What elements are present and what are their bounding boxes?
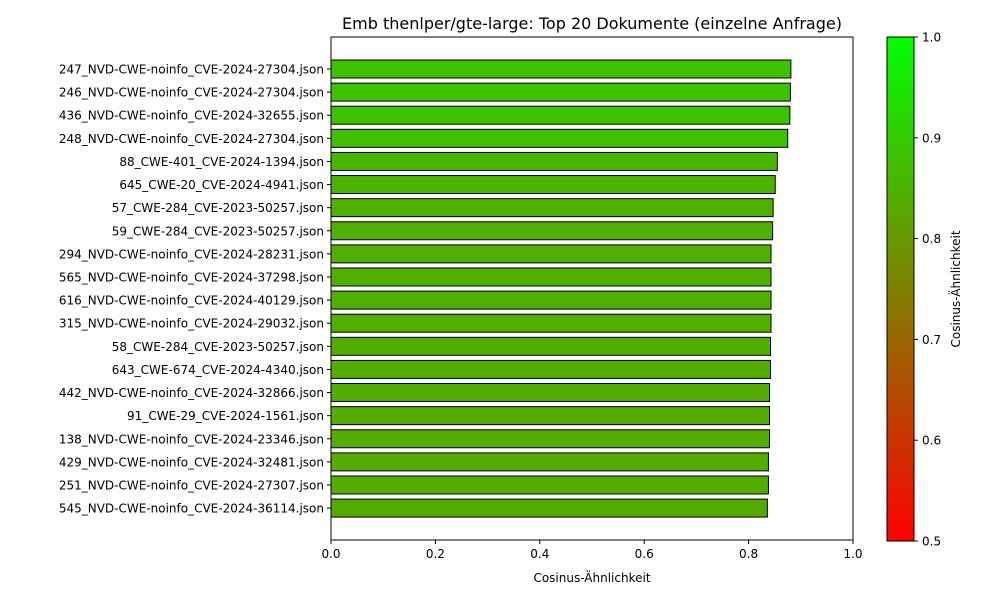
x-axis-label: Cosinus-Ähnlichkeit: [533, 570, 650, 585]
x-tick-label: 0.4: [530, 547, 549, 561]
bar: [330, 221, 774, 241]
x-tick-label: 1.0: [843, 547, 862, 561]
y-tick-label: 246_NVD-CWE-noinfo_CVE-2024-27304.json: [59, 86, 324, 100]
colorbar-ticks: 0.5 0.6 0.7 0.8 0.9 1.0: [914, 31, 941, 549]
y-tick-label: 247_NVD-CWE-noinfo_CVE-2024-27304.json: [59, 63, 324, 77]
bar: [330, 82, 791, 102]
bar: [330, 452, 769, 472]
bar: [330, 498, 768, 518]
colorbar-tick-label: 0.9: [922, 131, 941, 145]
x-tick-label: 0.2: [426, 547, 445, 561]
y-tick-label: 545_NVD-CWE-noinfo_CVE-2024-36114.json: [59, 502, 324, 516]
y-tick-label: 138_NVD-CWE-noinfo_CVE-2024-23346.json: [59, 432, 324, 446]
y-tick-label: 294_NVD-CWE-noinfo_CVE-2024-28231.json: [59, 247, 324, 261]
bar: [330, 59, 792, 79]
colorbar-label: Cosinus-Ähnlichkeit: [948, 230, 963, 347]
colorbar-tick-label: 0.7: [922, 333, 941, 347]
y-tick-label: 248_NVD-CWE-noinfo_CVE-2024-27304.json: [59, 132, 324, 146]
plot-frame: [330, 36, 854, 541]
bar: [330, 429, 770, 449]
y-tick-label: 58_CWE-284_CVE-2023-50257.json: [112, 340, 324, 354]
bar: [330, 244, 772, 264]
bars-layer: [330, 59, 792, 518]
colorbar-gradient: [886, 36, 915, 542]
bar: [330, 267, 772, 287]
bar: [330, 151, 778, 171]
bar: [330, 198, 774, 218]
bar: [330, 105, 791, 125]
colorbar-tick-label: 0.6: [922, 434, 941, 448]
y-tick-label: 565_NVD-CWE-noinfo_CVE-2024-37298.json: [59, 270, 324, 284]
y-tick-label: 643_CWE-674_CVE-2024-4340.json: [112, 363, 324, 377]
bar: [330, 175, 776, 195]
y-tick-label: 315_NVD-CWE-noinfo_CVE-2024-29032.json: [59, 317, 324, 331]
colorbar-tick-label: 0.5: [922, 535, 941, 549]
y-tick-label: 436_NVD-CWE-noinfo_CVE-2024-32655.json: [59, 109, 324, 123]
colorbar-tick-label: 0.8: [922, 232, 941, 246]
x-tick-label: 0.0: [321, 547, 340, 561]
x-tick-label: 0.8: [739, 547, 758, 561]
y-tick-label: 91_CWE-29_CVE-2024-1561.json: [127, 409, 324, 423]
bar: [330, 290, 772, 310]
bar: [330, 336, 772, 356]
y-tick-label: 645_CWE-20_CVE-2024-4941.json: [119, 178, 324, 192]
x-tick-label: 0.6: [635, 547, 654, 561]
colorbar-tick-label: 1.0: [922, 31, 941, 45]
y-tick-label: 59_CWE-284_CVE-2023-50257.json: [112, 224, 324, 238]
y-tick-label: 442_NVD-CWE-noinfo_CVE-2024-32866.json: [59, 386, 324, 400]
bar: [330, 359, 772, 379]
bar: [330, 313, 772, 333]
bar: [330, 475, 769, 495]
y-tick-label: 616_NVD-CWE-noinfo_CVE-2024-40129.json: [59, 294, 324, 308]
y-tick-label: 57_CWE-284_CVE-2023-50257.json: [112, 201, 324, 215]
y-tick-labels: 247_NVD-CWE-noinfo_CVE-2024-27304.json 24…: [59, 63, 331, 516]
bar: [330, 383, 770, 403]
bar: [330, 128, 789, 148]
chart-title: Emb thenlper/gte-large: Top 20 Dokumente…: [342, 14, 842, 33]
bar: [330, 406, 770, 426]
y-tick-label: 251_NVD-CWE-noinfo_CVE-2024-27307.json: [59, 478, 324, 492]
x-axis-ticks: 0.0 0.2 0.4 0.6 0.8 1.0: [321, 540, 863, 561]
y-tick-label: 88_CWE-401_CVE-2024-1394.json: [119, 155, 324, 169]
y-tick-label: 429_NVD-CWE-noinfo_CVE-2024-32481.json: [59, 455, 324, 469]
colorbar: 0.5 0.6 0.7 0.8 0.9 1.0 Cosinus-Ähnlichkeit: [886, 31, 963, 549]
